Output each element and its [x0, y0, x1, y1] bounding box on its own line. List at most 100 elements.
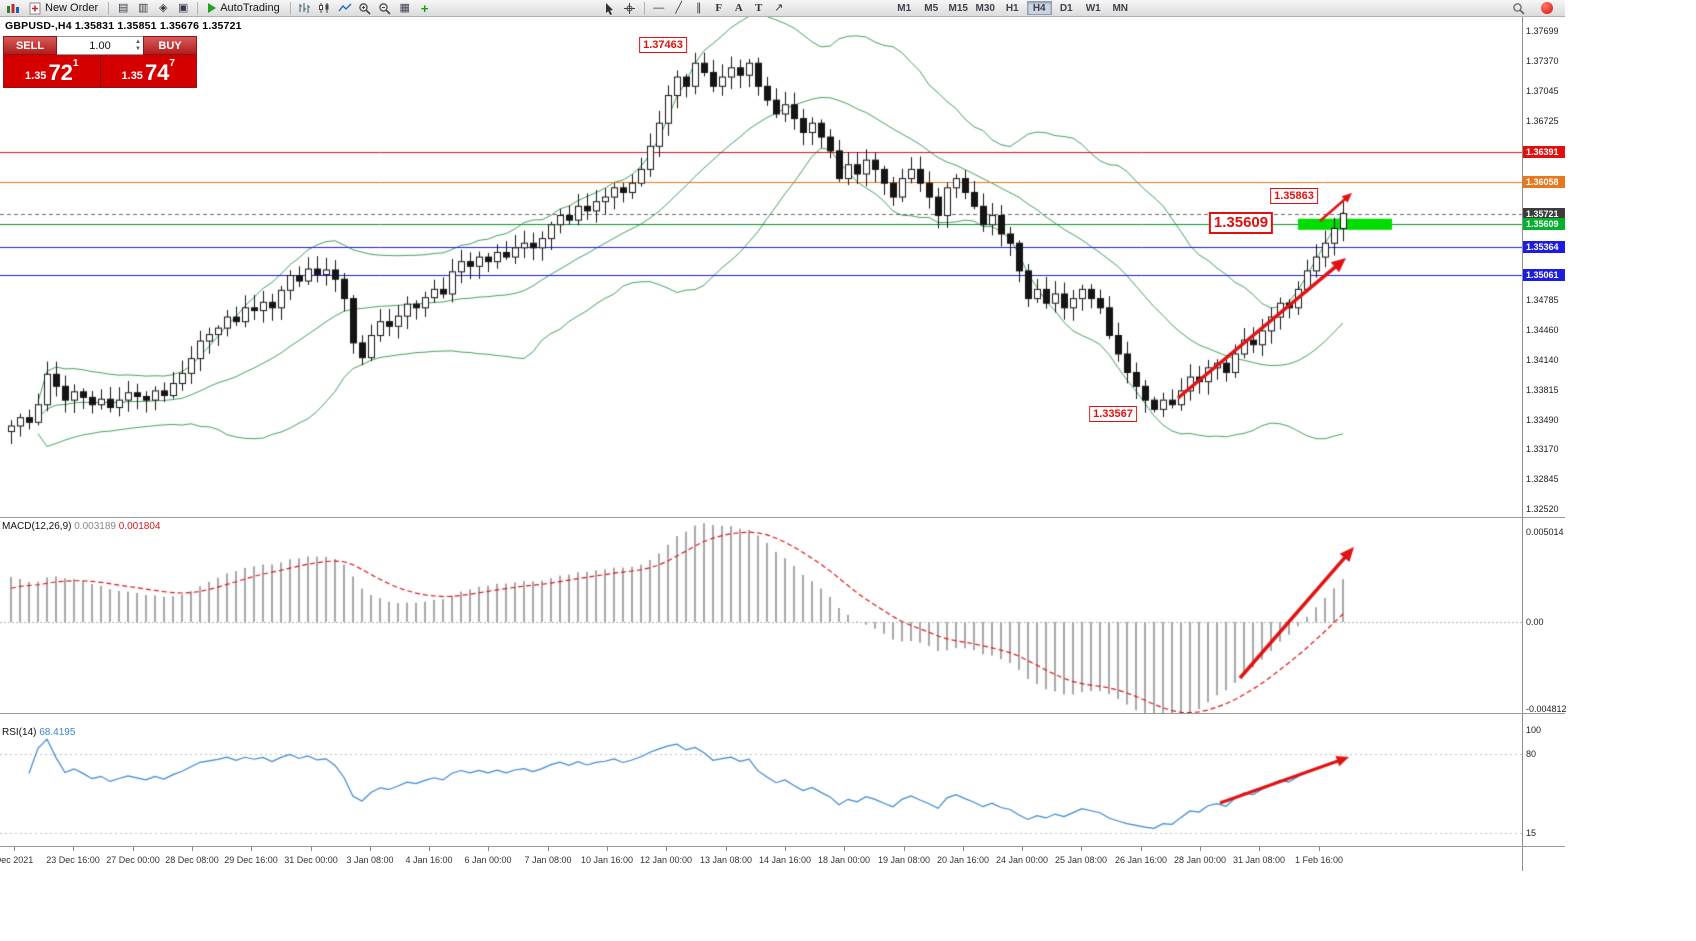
zoom-in-icon[interactable]: [355, 1, 375, 16]
toolbar-separator: [108, 1, 110, 15]
buy-price-tile[interactable]: 1.35 74 7: [101, 55, 197, 87]
sell-price-sup: 1: [72, 58, 79, 69]
autotrading-button[interactable]: AutoTrading: [202, 1, 286, 16]
time-label: 14 Jan 16:00: [758, 855, 812, 865]
candlestick-chart-icon[interactable]: [315, 1, 335, 16]
price-annotation[interactable]: 1.33567: [1089, 406, 1137, 422]
volume-down-icon[interactable]: ▼: [135, 46, 141, 52]
channel-icon[interactable]: ∥: [695, 1, 702, 14]
main-chart-canvas[interactable]: [0, 17, 1522, 517]
macd-value-main: 0.003189: [74, 521, 116, 532]
price-annotation[interactable]: 1.37463: [639, 37, 687, 53]
time-tick: [251, 847, 252, 851]
price-tick: 1.37699: [1526, 26, 1559, 36]
time-axis: Dec 2021 23 Dec 16:00 27 Dec 00:00 28 Dec 0…: [0, 847, 1522, 871]
indicators-icon[interactable]: +: [420, 0, 429, 16]
arrows-icon[interactable]: ↗: [774, 1, 784, 14]
notification-badge[interactable]: [1537, 1, 1557, 16]
time-label: 7 Jan 08:00: [524, 855, 572, 865]
price-annotation[interactable]: 1.35609: [1208, 212, 1274, 234]
sell-price-tile[interactable]: 1.35 72 1: [4, 55, 100, 87]
time-label: 6 Jan 00:00: [464, 855, 512, 865]
volume-up-icon[interactable]: ▲: [135, 39, 141, 45]
price-tick: 1.37045: [1526, 86, 1559, 97]
timeframe-button-H4[interactable]: H4: [1026, 1, 1052, 15]
new-order-button[interactable]: New Order: [23, 1, 104, 16]
price-level-box: 1.35721: [1523, 207, 1565, 220]
price-level-box: 1.36391: [1523, 145, 1565, 158]
market-watch-icon[interactable]: ▤: [117, 1, 129, 14]
horizontal-line-icon[interactable]: —: [653, 1, 665, 14]
macd-title: MACD(12,26,9): [2, 521, 72, 532]
macd-axis-label: 0.00: [1526, 617, 1544, 627]
toolbar-separator: [643, 1, 645, 15]
text-icon[interactable]: A: [734, 1, 743, 14]
text-label-icon[interactable]: T: [755, 1, 763, 14]
time-tick: [726, 847, 727, 851]
trendline-icon[interactable]: ╱: [675, 1, 683, 14]
panel-separator[interactable]: [0, 713, 1565, 714]
sell-price-prefix: 1.35: [25, 70, 47, 82]
timeframe-button-H1[interactable]: H1: [1005, 2, 1019, 14]
navigator-icon[interactable]: ◈: [158, 1, 168, 14]
time-label: 28 Jan 00:00: [1173, 855, 1227, 865]
tile-windows-icon[interactable]: ▦: [399, 1, 410, 14]
timeframe-button-M1[interactable]: M1: [897, 2, 912, 14]
time-tick: [192, 847, 193, 851]
bar-chart-icon[interactable]: [295, 1, 315, 16]
time-label: 20 Jan 16:00: [936, 855, 990, 865]
timeframe-button-MN[interactable]: MN: [1112, 2, 1128, 14]
macd-panel-canvas[interactable]: [0, 518, 1522, 713]
mt4-window: New Order ▤ ▥ ◈ ▣ AutoTrading ▦ + — ╱ ∥ F A T ↗ M1 M5 M15…: [0, 0, 1567, 872]
volume-input[interactable]: 1.00 ▲ ▼: [57, 36, 143, 55]
time-tick: [785, 847, 786, 851]
time-label: 31 Dec 00:00: [284, 855, 338, 865]
cursor-icon[interactable]: [600, 1, 620, 16]
sell-button[interactable]: SELL: [3, 36, 57, 55]
time-label: 13 Jan 08:00: [699, 855, 753, 865]
time-tick: [1200, 847, 1201, 851]
timeframe-button-M30[interactable]: M30: [975, 2, 995, 14]
time-tick: [311, 847, 312, 851]
time-label: 10 Jan 16:00: [580, 855, 634, 865]
crosshair-icon[interactable]: [620, 1, 640, 16]
price-annotation[interactable]: 1.35863: [1270, 188, 1318, 204]
fibonacci-icon[interactable]: F: [715, 1, 723, 14]
price-level-box: 1.36058: [1523, 176, 1565, 189]
rsi-axis-label: 100: [1526, 725, 1542, 735]
panel-separator[interactable]: [0, 517, 1565, 518]
main-toolbar: New Order ▤ ▥ ◈ ▣ AutoTrading ▦ + — ╱ ∥ F A T ↗ M1 M5 M15…: [0, 0, 1565, 17]
search-icon[interactable]: [1508, 1, 1528, 16]
price-tick: 1.34785: [1526, 294, 1559, 305]
time-label: 19 Jan 08:00: [877, 855, 931, 865]
time-tick: [73, 847, 74, 851]
time-label: 31 Jan 08:00: [1232, 855, 1286, 865]
rsi-panel-canvas[interactable]: [0, 714, 1522, 846]
time-label: 25 Jan 08:00: [1054, 855, 1108, 865]
timeframe-button-D1[interactable]: D1: [1059, 2, 1073, 14]
time-tick: [844, 847, 845, 851]
price-tick: 1.37370: [1526, 56, 1559, 67]
buy-button[interactable]: BUY: [143, 36, 197, 55]
rsi-axis-label: 15: [1526, 828, 1537, 839]
macd-value-signal: 0.001804: [118, 521, 161, 532]
timeframe-button-M15[interactable]: M15: [948, 2, 968, 14]
time-label: 23 Dec 16:00: [46, 855, 100, 865]
line-chart-icon[interactable]: [335, 1, 355, 16]
terminal-icon[interactable]: ▣: [177, 1, 189, 14]
time-tick: [548, 847, 549, 851]
timeframe-button-W1[interactable]: W1: [1085, 2, 1101, 14]
price-tick: 1.34140: [1526, 354, 1559, 365]
rsi-value: 68.4195: [39, 727, 76, 738]
price-tick: 1.33815: [1526, 384, 1559, 395]
price-level-box: 1.35364: [1523, 240, 1565, 253]
data-window-icon[interactable]: ▥: [137, 1, 149, 14]
timeframe-button-M5[interactable]: M5: [924, 2, 939, 14]
new-chart-icon[interactable]: [3, 1, 23, 16]
price-tick: 1.33490: [1526, 414, 1559, 425]
price-tick: 1.36725: [1526, 115, 1559, 126]
panel-separator[interactable]: [0, 846, 1565, 847]
sell-price-big: 72: [48, 60, 73, 85]
price-tick: 1.34460: [1526, 324, 1559, 335]
zoom-out-icon[interactable]: [375, 1, 395, 16]
